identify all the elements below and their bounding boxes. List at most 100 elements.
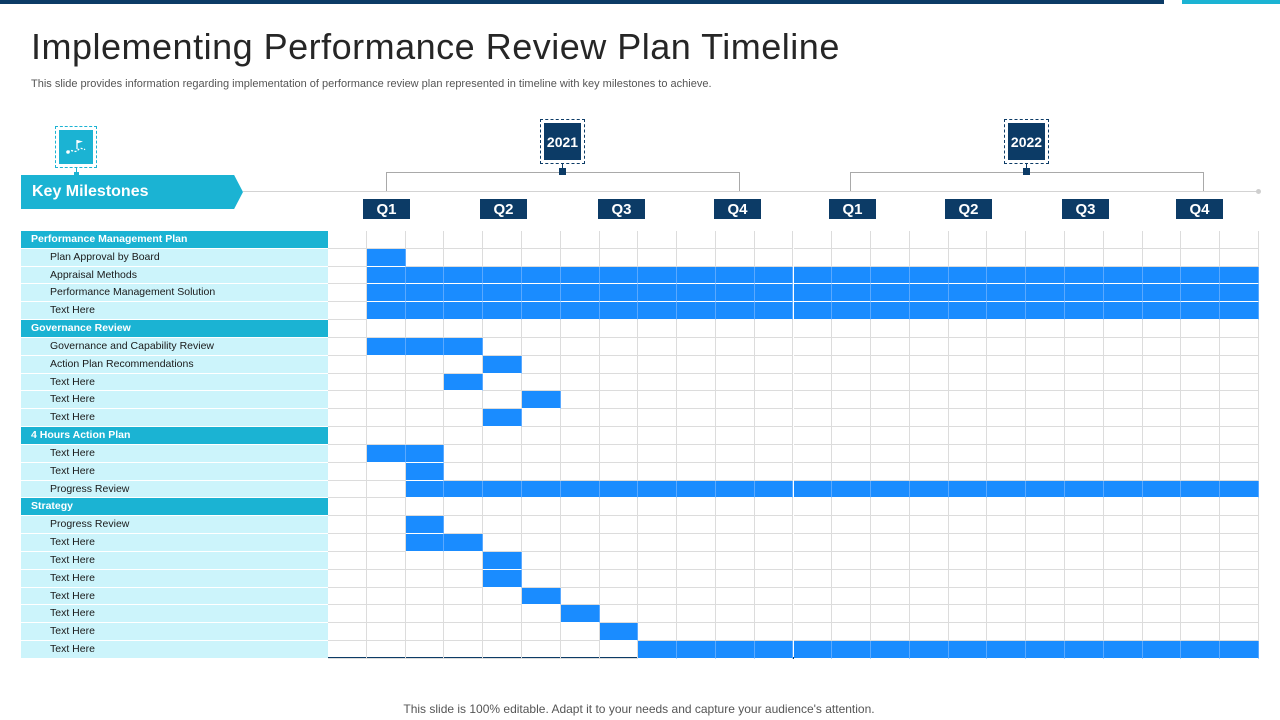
gantt-cell [1181,516,1221,535]
gantt-cell [560,373,600,392]
gantt-cell [987,534,1027,552]
gantt-cell [638,248,678,267]
section-title: Performance Management Plan [21,231,328,249]
gantt-cell [948,462,988,481]
gantt-cell [444,427,484,445]
gantt-cell [948,409,988,428]
gantt-cell [1065,534,1104,552]
gantt-bar-cell [677,302,716,321]
gantt-cell [366,391,406,410]
gantt-bar-cell [715,480,755,499]
gantt-cell [521,427,561,445]
gantt-cell [328,302,367,321]
gantt-cell [1181,320,1221,338]
gantt-bar-cell [871,284,910,303]
task-row: Text Here [21,605,1259,624]
task-row: Text Here [21,302,1259,321]
gantt-cell [405,355,445,374]
quarter-label: Q1 [363,199,410,219]
gantt-cell [560,409,600,428]
gantt-cell [1142,516,1182,535]
gantt-cell [483,391,522,410]
gantt-cell [677,534,716,552]
gantt-cell [948,551,988,570]
task-row: Governance and Capability Review [21,337,1259,356]
gantt-cell [599,355,639,374]
gantt-cell [987,498,1027,517]
gantt-cell [599,444,639,463]
gantt-cell [987,409,1027,428]
gantt-cell [1026,391,1066,410]
gantt-cell [1065,516,1104,535]
gantt-cell [328,444,367,463]
gantt-cell [948,516,988,535]
gantt-cell [909,516,949,535]
gantt-bar-cell [677,641,716,659]
task-label: Plan Approval by Board [21,248,328,267]
gantt-cell [521,231,561,249]
gantt-cell [1142,444,1182,463]
key-milestones-label: Key Milestones [32,183,149,200]
gantt-cell [832,391,872,410]
gantt-bar-cell [871,302,910,321]
gantt-cell [366,534,406,552]
gantt-bar-cell [599,284,639,303]
gantt-cell [444,623,484,642]
gantt-cell [793,534,833,552]
gantt-cell [715,569,755,588]
section-title: Strategy [21,498,328,517]
timeline-axis [243,191,1257,192]
gantt-cell [1103,551,1143,570]
gantt-bar-cell [444,337,484,356]
gantt-cell [1103,605,1143,624]
gantt-cell [832,337,872,356]
timeline-end-dot [1256,189,1261,194]
key-milestones-banner [21,175,243,209]
gantt-cell [1181,534,1221,552]
gantt-cell [754,516,794,535]
gantt-cell [754,391,794,410]
gantt-cell [1220,587,1259,606]
gantt-cell [1026,623,1066,642]
gantt-cell [405,409,445,428]
gantt-cell [1065,462,1104,481]
gantt-cell [871,516,910,535]
gantt-cell [793,605,833,624]
gantt-cell [483,641,522,659]
gantt-cell [1026,516,1066,535]
gantt-cell [1220,623,1259,642]
gantt-cell [638,623,678,642]
gantt-cell [483,231,522,249]
gantt-cell [444,231,484,249]
gantt-cell [871,551,910,570]
gantt-cell [1026,248,1066,267]
gantt-cell [1103,569,1143,588]
task-row: Text Here [21,462,1259,481]
gantt-bar-cell [599,266,639,285]
gantt-cell [328,320,367,338]
gantt-cell [909,427,949,445]
gantt-bar-cell [1181,284,1221,303]
gantt-bar-cell [754,266,794,285]
task-label: Text Here [21,569,328,588]
gantt-cell [677,427,716,445]
task-row: Plan Approval by Board [21,248,1259,267]
gantt-cell [1220,231,1259,249]
task-label: Text Here [21,587,328,606]
gantt-cell [871,427,910,445]
gantt-cell [754,337,794,356]
gantt-cell [909,462,949,481]
task-label: Text Here [21,373,328,392]
gantt-cell [1220,462,1259,481]
gantt-cell [1065,391,1104,410]
gantt-cell [328,641,367,659]
gantt-cell [521,569,561,588]
gantt-cell [1103,444,1143,463]
gantt-cell [948,320,988,338]
gantt-cell [909,409,949,428]
gantt-cell [754,569,794,588]
gantt-bar-cell [1026,302,1066,321]
gantt-bar-cell [987,641,1027,659]
gantt-cell [638,516,678,535]
gantt-cell [871,391,910,410]
